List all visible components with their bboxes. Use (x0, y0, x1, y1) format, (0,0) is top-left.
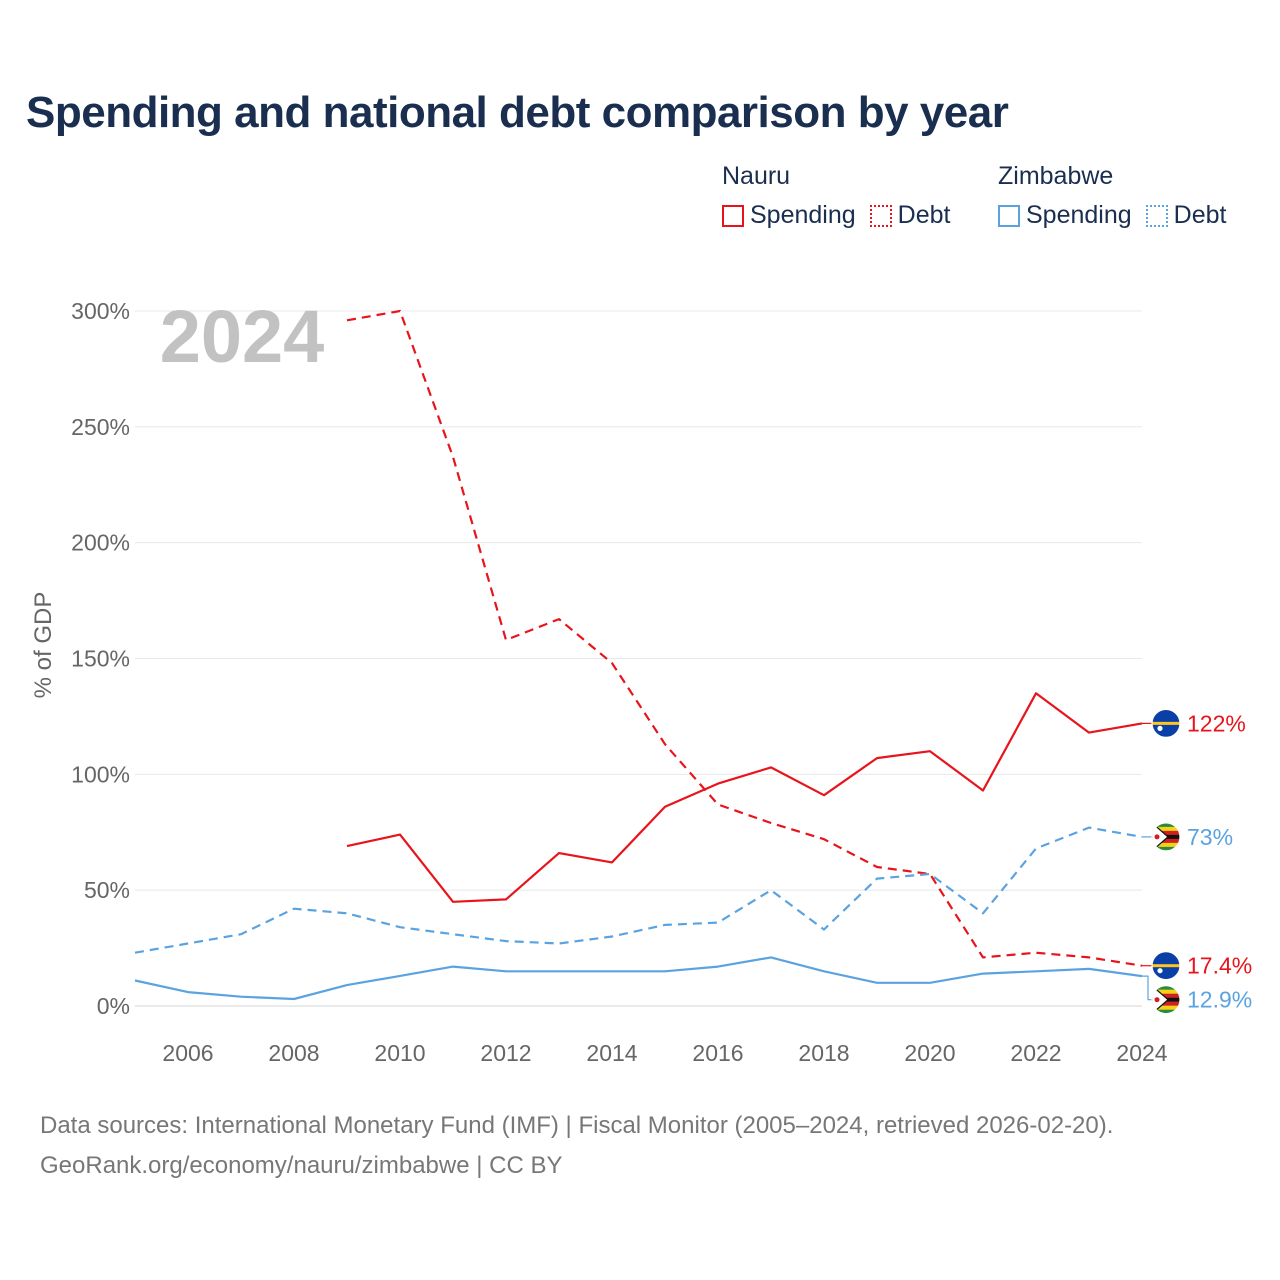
y-tick-label: 300% (71, 298, 130, 324)
flag-stripe (1152, 989, 1180, 994)
flag-stripe (1152, 830, 1180, 836)
x-tick-label: 2018 (798, 1040, 849, 1066)
flag-body (1152, 822, 1180, 851)
flag-stripe (1152, 985, 1180, 990)
source-note: Data sources: International Monetary Fun… (40, 1106, 1113, 1186)
y-tick-label: 250% (71, 414, 130, 440)
legend-label: Spending (750, 201, 856, 229)
legend-group-zimbabwe[interactable]: Zimbabwe Spending Debt (998, 162, 1226, 230)
y-tick-label: 150% (71, 646, 130, 672)
flag-star (1154, 997, 1160, 1003)
flag-ring (1151, 822, 1181, 852)
y-tick-label: 0% (97, 993, 130, 1019)
flag-star (1157, 968, 1163, 974)
flag-star (1154, 834, 1160, 840)
flag-triangle (1152, 822, 1169, 851)
legend-swatch-solid (722, 204, 744, 227)
flag-ring (1151, 708, 1181, 738)
legend-group-title: Nauru (722, 162, 791, 190)
y-tick-label: 50% (84, 877, 130, 903)
x-tick-label: 2012 (480, 1040, 531, 1066)
nauru-flag-icon (1151, 951, 1181, 981)
legend-label: Spending (1026, 201, 1132, 229)
source-line-1: Data sources: International Monetary Fun… (40, 1112, 1114, 1139)
legend-item-nauru-spending[interactable]: Spending (722, 201, 856, 230)
flag-stripe (1152, 846, 1180, 851)
legend-group-nauru[interactable]: Nauru Spending Debt (722, 162, 950, 230)
leader-line-zimbabwe-spending (1142, 975, 1152, 1001)
x-tick-label: 2014 (586, 1040, 637, 1066)
flag-stripe (1152, 838, 1180, 844)
flag-star (1157, 725, 1163, 731)
legend-item-zimbabwe-debt[interactable]: Debt (1145, 201, 1227, 230)
zimbabwe-flag-icon (1151, 822, 1181, 852)
legend-item-nauru-debt[interactable]: Debt (869, 201, 951, 230)
flag-stripe (1152, 964, 1180, 968)
flag-stripe (1152, 1005, 1180, 1010)
x-tick-label: 2024 (1116, 1040, 1167, 1066)
y-tick-label: 200% (71, 530, 130, 556)
series-line-nauru-spending (346, 692, 1143, 903)
flag-stripe (1152, 842, 1180, 848)
legend-swatch-dotted (1145, 204, 1168, 227)
end-value-label-zimbabwe-spending: 12.9% (1187, 987, 1252, 1013)
flag-ring (1151, 951, 1181, 981)
flag-stripe (1152, 721, 1180, 725)
flag-stripe (1152, 1009, 1180, 1014)
flag-triangle (1152, 985, 1169, 1014)
x-tick-label: 2008 (268, 1040, 319, 1066)
y-tick-label: 100% (71, 761, 130, 787)
flag-stripe (1152, 822, 1180, 828)
series-line-nauru-debt (346, 309, 1143, 967)
flag-body (1152, 951, 1180, 980)
flag-body (1152, 985, 1180, 1014)
series-line-zimbabwe-spending (134, 956, 1143, 1001)
year-watermark: 2024 (160, 295, 325, 378)
legend-group-title: Zimbabwe (998, 162, 1114, 190)
end-value-label-nauru-spending: 122% (1187, 710, 1246, 736)
series-line-zimbabwe-debt (134, 826, 1143, 954)
legend-swatch-dotted (869, 204, 892, 227)
x-tick-label: 2022 (1010, 1040, 1061, 1066)
chart-title: Spending and national debt comparison by… (26, 88, 1009, 137)
x-tick-label: 2006 (162, 1040, 213, 1066)
zimbabwe-flag-icon (1151, 985, 1181, 1015)
flag-ring (1151, 985, 1181, 1015)
end-value-label-nauru-debt: 17.4% (1187, 953, 1252, 979)
source-line-2[interactable]: GeoRank.org/economy/nauru/zimbabwe | CC … (40, 1152, 563, 1179)
legend-label: Debt (1173, 201, 1227, 229)
end-value-label-zimbabwe-debt: 73% (1187, 824, 1233, 850)
flag-stripe (1152, 1001, 1180, 1006)
x-tick-label: 2010 (374, 1040, 425, 1066)
x-tick-label: 2020 (904, 1040, 955, 1066)
x-tick-label: 2016 (692, 1040, 743, 1066)
nauru-flag-icon (1151, 708, 1181, 738)
legend-item-zimbabwe-spending[interactable]: Spending (998, 201, 1132, 230)
legend-swatch-solid (998, 204, 1020, 227)
flag-body (1152, 709, 1180, 738)
flag-stripe (1152, 826, 1180, 832)
flag-stripe (1152, 993, 1180, 998)
legend-label: Debt (897, 201, 951, 229)
